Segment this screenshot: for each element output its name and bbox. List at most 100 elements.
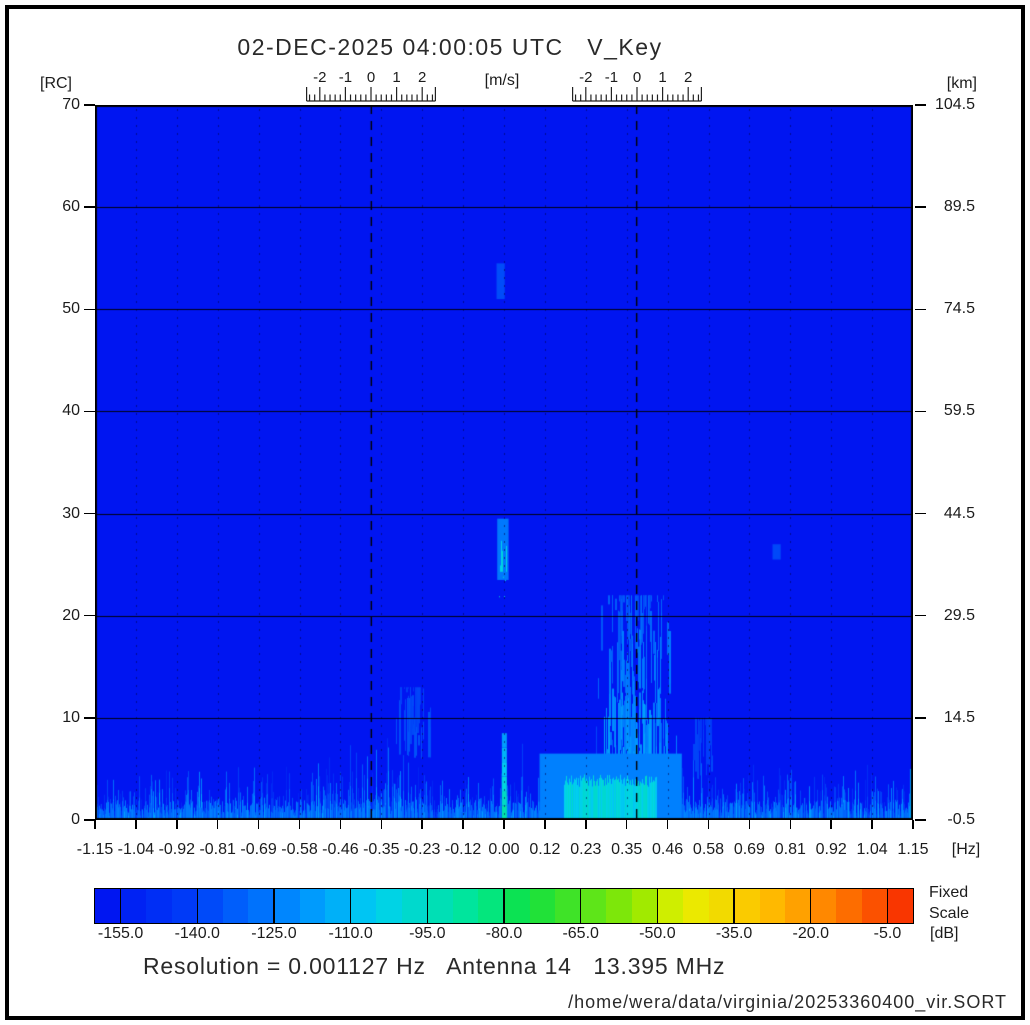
colorbar-tick: [733, 889, 735, 923]
y-axis-left-tick: [84, 614, 95, 617]
colorbar-tick: [886, 889, 889, 923]
colorbar-cell: [120, 889, 147, 923]
x-axis-tick-label: -0.23: [403, 841, 441, 858]
colorbar-cell: [376, 889, 403, 923]
colorbar-cell: [427, 889, 454, 923]
colorbar-cell: [631, 889, 658, 923]
x-axis-tick: [625, 820, 628, 829]
y-axis-right-tick: [915, 410, 926, 413]
colorbar-cell: [606, 889, 633, 923]
y-axis-right-tick-label: -0.5: [947, 811, 975, 828]
colorbar-tick: [196, 889, 198, 923]
colorbar-tick-label: -65.0: [562, 925, 599, 942]
y-axis-right-tick: [915, 104, 926, 106]
x-axis-tick-label: 0.35: [611, 841, 643, 858]
y-axis-left-tick-label: 70: [62, 96, 80, 113]
y-axis-left-tick: [84, 104, 95, 106]
x-axis-tick: [257, 820, 260, 829]
colorbar-scale-note-line2: Scale: [929, 905, 970, 922]
y-axis-left-tick-label: 10: [62, 708, 80, 726]
x-axis-tick: [748, 820, 751, 829]
colorbar-scale-note-line1: Fixed: [929, 884, 969, 901]
colorbar-cell: [529, 889, 556, 923]
x-axis-tick: [544, 820, 546, 829]
colorbar-cell: [248, 889, 275, 923]
y-axis-left-tick: [84, 206, 95, 208]
colorbar-cell: [682, 889, 710, 923]
colorbar-cell: [810, 889, 837, 923]
colorbar-cell: [580, 889, 607, 923]
colorbar-tick: [119, 889, 122, 923]
x-axis-tick-label: 0.12: [529, 841, 561, 858]
x-axis-tick-label: 0.23: [570, 841, 602, 858]
colorbar-cell: [785, 889, 812, 923]
velocity-tick-label: -1: [339, 69, 352, 86]
y-axis-right-tick: [915, 512, 926, 515]
colorbar-cell: [95, 889, 122, 923]
colorbar-cell: [504, 889, 531, 923]
y-axis-left-tick-label: 50: [62, 300, 80, 318]
x-axis-tick: [707, 820, 710, 829]
x-axis-tick: [135, 820, 137, 829]
y-axis-right-tick: [915, 308, 926, 311]
velocity-tick-label: 2: [684, 69, 692, 86]
velocity-tick-label: -2: [313, 69, 326, 86]
colorbar-tick-label: -5.0: [873, 925, 902, 942]
colorbar-tick-label: -80.0: [485, 925, 523, 942]
y-axis-left-tick-label: 40: [62, 402, 80, 420]
colorbar-tick: [580, 889, 582, 923]
colorbar-cell: [734, 889, 761, 923]
colorbar-cell: [708, 889, 735, 923]
y-axis-right-tick-label: 14.5: [943, 708, 975, 726]
x-axis-tick: [176, 820, 178, 829]
colorbar-cell: [299, 889, 326, 923]
colorbar-cell: [657, 889, 684, 923]
velocity-ruler-positive: -2 -1 0 1 2: [571, 69, 702, 102]
x-axis-tick: [421, 820, 423, 829]
doppler-spectrum-heatmap: [95, 105, 913, 820]
colorbar-unit-label: [dB]: [930, 925, 959, 942]
colorbar-cell: [478, 889, 505, 923]
x-axis-tick-label: -0.46: [322, 841, 359, 858]
y-axis-left-tick: [84, 308, 95, 311]
velocity-tick-label: 1: [658, 69, 666, 86]
x-axis-tick-label: 0.58: [692, 841, 725, 858]
colorbar-cell: [171, 889, 198, 923]
x-axis-tick-label: 0.46: [652, 841, 684, 858]
y-axis-left-tick: [84, 717, 95, 719]
x-axis-tick-label: 0.69: [733, 841, 765, 858]
y-axis-right-tick-label: 89.5: [943, 198, 975, 216]
colorbar-border: [94, 888, 914, 924]
velocity-tick-label: 0: [632, 69, 640, 86]
x-axis-tick: [912, 820, 914, 829]
x-axis-tick-label: -0.35: [363, 841, 400, 858]
x-axis-tick-label: -0.12: [444, 841, 482, 858]
colorbar-tick-label: -125.0: [251, 925, 297, 942]
x-axis-tick-label: -1.15: [76, 841, 114, 858]
velocity-tick-label: -2: [579, 69, 592, 86]
source-file-path: /home/wera/data/virginia/20253360400_vir…: [568, 992, 1007, 1012]
y-axis-left-tick-label: 0: [71, 811, 80, 828]
y-axis-right-tick: [915, 717, 926, 719]
colorbar-cell: [452, 889, 480, 923]
y-axis-left-tick: [84, 512, 95, 515]
x-axis-tick: [789, 820, 792, 829]
colorbar-cell: [273, 889, 301, 923]
colorbar-cell: [146, 889, 173, 923]
velocity-tick-label: -1: [604, 69, 617, 86]
x-axis-tick-label: 0.81: [774, 841, 806, 858]
x-axis-tick: [503, 820, 505, 829]
x-axis-tick: [585, 820, 587, 829]
y-axis-right-tick: [915, 614, 926, 617]
x-axis-tick-label: -0.58: [281, 841, 318, 858]
y-axis-right-tick-label: 29.5: [943, 606, 975, 624]
x-axis-tick: [298, 820, 301, 829]
colorbar-cell: [325, 889, 352, 923]
x-axis-tick: [380, 820, 383, 829]
colorbar-tick-label: -35.0: [715, 925, 753, 942]
colorbar-cell: [401, 889, 428, 923]
y-axis-left-tick-label: 30: [62, 504, 80, 522]
colorbar-tick: [426, 889, 428, 923]
y-axis-right-tick-label: 44.5: [943, 504, 975, 522]
